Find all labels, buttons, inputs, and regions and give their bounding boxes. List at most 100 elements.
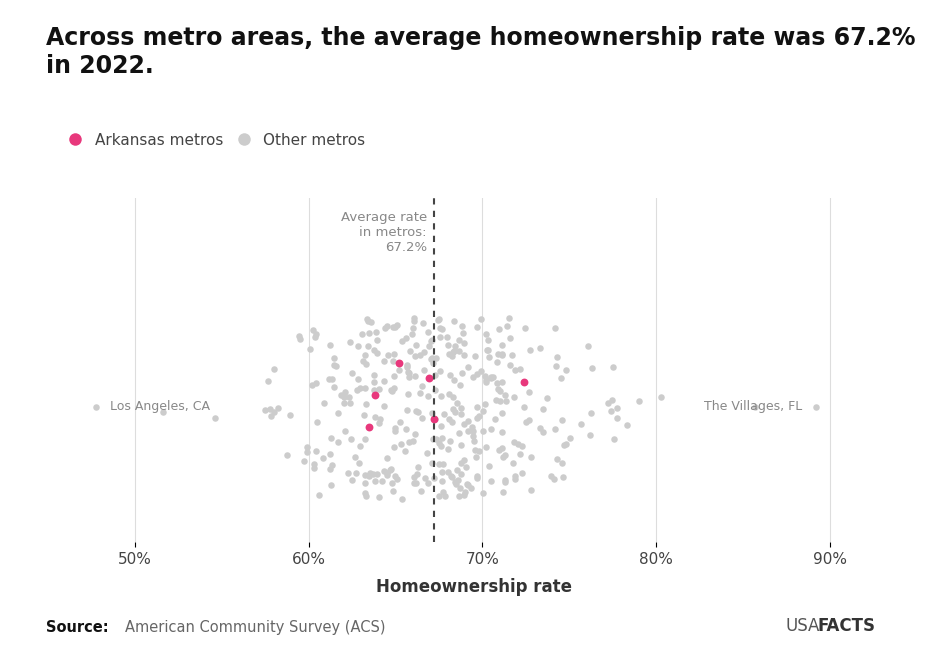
Point: [307, 332, 322, 342]
Point: [446, 375, 461, 385]
Point: [415, 413, 430, 424]
Point: [442, 388, 457, 399]
Point: [361, 471, 376, 481]
Point: [455, 328, 470, 338]
Point: [263, 410, 277, 421]
Point: [455, 321, 470, 331]
Point: [391, 364, 406, 375]
Point: [444, 417, 458, 428]
Point: [492, 324, 507, 334]
Point: [308, 378, 323, 389]
Point: [445, 350, 459, 361]
Point: [336, 391, 351, 402]
Point: [361, 316, 376, 327]
Point: [609, 412, 624, 423]
Point: [445, 346, 460, 357]
Point: [419, 447, 434, 458]
Point: [428, 434, 443, 444]
Point: [308, 329, 323, 339]
Point: [453, 457, 468, 468]
Point: [479, 375, 494, 385]
Point: [432, 314, 446, 325]
Point: [445, 391, 460, 402]
Point: [518, 417, 533, 428]
Point: [334, 389, 349, 400]
Point: [263, 404, 277, 414]
Point: [435, 459, 450, 469]
Point: [452, 345, 467, 356]
Point: [604, 395, 619, 406]
Point: [485, 371, 500, 382]
Point: [406, 313, 421, 323]
Point: [501, 312, 516, 323]
Point: [354, 329, 369, 339]
Point: [508, 471, 522, 481]
Point: [468, 451, 483, 462]
Point: [408, 340, 423, 350]
Point: [498, 321, 513, 331]
Point: [471, 446, 486, 456]
Text: The Villages, FL: The Villages, FL: [703, 401, 802, 414]
Point: [433, 440, 448, 451]
Point: [459, 361, 474, 371]
Point: [442, 348, 457, 359]
Point: [619, 420, 634, 430]
Point: [291, 330, 306, 341]
Point: [456, 350, 470, 360]
Point: [443, 370, 458, 381]
Point: [652, 391, 667, 402]
Point: [424, 457, 439, 468]
Point: [504, 349, 519, 360]
Point: [330, 437, 345, 447]
Point: [329, 361, 343, 371]
Point: [308, 446, 323, 457]
Point: [377, 323, 392, 333]
Point: [451, 335, 466, 346]
Point: [574, 419, 588, 430]
Point: [344, 368, 359, 379]
Point: [488, 395, 503, 406]
Point: [434, 324, 449, 334]
Point: [512, 364, 527, 374]
Point: [451, 428, 466, 438]
Point: [447, 479, 462, 489]
Point: [377, 375, 392, 386]
Point: [387, 471, 402, 482]
Point: [353, 383, 367, 394]
Point: [417, 473, 432, 484]
Point: [380, 350, 395, 360]
Point: [468, 444, 483, 455]
Point: [386, 370, 401, 381]
Point: [384, 478, 399, 488]
Point: [207, 412, 222, 423]
Point: [358, 490, 373, 501]
Point: [480, 334, 495, 345]
Point: [369, 334, 384, 345]
Point: [372, 414, 387, 424]
Point: [496, 477, 511, 487]
Point: [357, 469, 372, 480]
Point: [343, 434, 358, 444]
Point: [89, 402, 104, 412]
Point: [494, 426, 509, 437]
Point: [356, 350, 371, 360]
Point: [747, 401, 762, 412]
Point: [434, 433, 449, 444]
Point: [376, 466, 391, 477]
Point: [473, 366, 488, 376]
Point: [558, 439, 573, 449]
Point: [427, 414, 442, 424]
Point: [479, 345, 494, 356]
Point: [549, 453, 564, 464]
Point: [409, 469, 424, 479]
Point: [465, 425, 480, 436]
Point: [323, 433, 338, 444]
Point: [368, 327, 383, 337]
Point: [412, 350, 427, 360]
Point: [548, 360, 563, 371]
Point: [494, 350, 509, 360]
Point: [808, 402, 823, 412]
Point: [367, 377, 381, 387]
Point: [352, 441, 367, 451]
Point: [468, 350, 483, 361]
